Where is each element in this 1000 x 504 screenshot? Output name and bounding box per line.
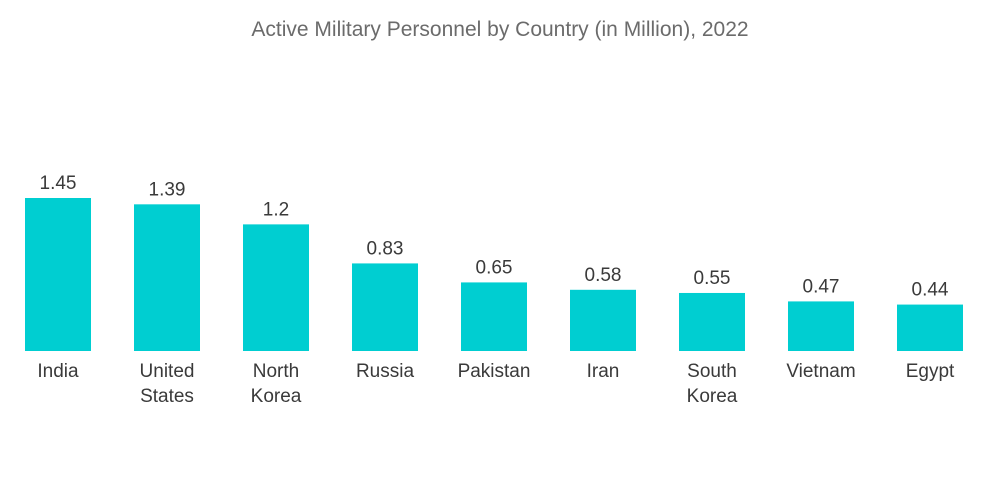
- category-label-united-states: States: [140, 386, 194, 407]
- bar-united-states: [134, 204, 200, 351]
- value-label-south-korea: 0.55: [694, 268, 731, 289]
- category-label-india: India: [37, 361, 79, 382]
- category-label-egypt: Egypt: [906, 361, 955, 382]
- bar-vietnam: [788, 301, 854, 351]
- bar-north-korea: [243, 224, 309, 351]
- value-label-india: 1.45: [40, 173, 77, 194]
- category-label-russia: Russia: [356, 361, 415, 382]
- value-label-egypt: 0.44: [912, 280, 949, 301]
- bar-egypt: [897, 304, 963, 351]
- value-label-iran: 0.58: [585, 265, 622, 286]
- category-label-north-korea: North: [253, 361, 299, 382]
- bar-india: [25, 198, 91, 351]
- bar-russia: [352, 263, 418, 351]
- category-label-iran: Iran: [587, 361, 620, 382]
- value-label-north-korea: 1.2: [263, 199, 289, 220]
- value-label-united-states: 1.39: [149, 179, 186, 200]
- value-label-vietnam: 0.47: [803, 276, 840, 297]
- category-label-north-korea: Korea: [251, 386, 302, 407]
- value-label-pakistan: 0.65: [476, 257, 513, 278]
- chart-title: Active Military Personnel by Country (in…: [251, 18, 749, 41]
- bar-pakistan: [461, 282, 527, 351]
- category-label-pakistan: Pakistan: [458, 361, 531, 382]
- category-label-united-states: United: [140, 361, 195, 382]
- bar-iran: [570, 289, 636, 351]
- category-label-south-korea: Korea: [687, 386, 738, 407]
- category-label-south-korea: South: [687, 361, 737, 382]
- bar-south-korea: [679, 292, 745, 351]
- category-label-vietnam: Vietnam: [786, 361, 855, 382]
- value-label-russia: 0.83: [367, 238, 404, 259]
